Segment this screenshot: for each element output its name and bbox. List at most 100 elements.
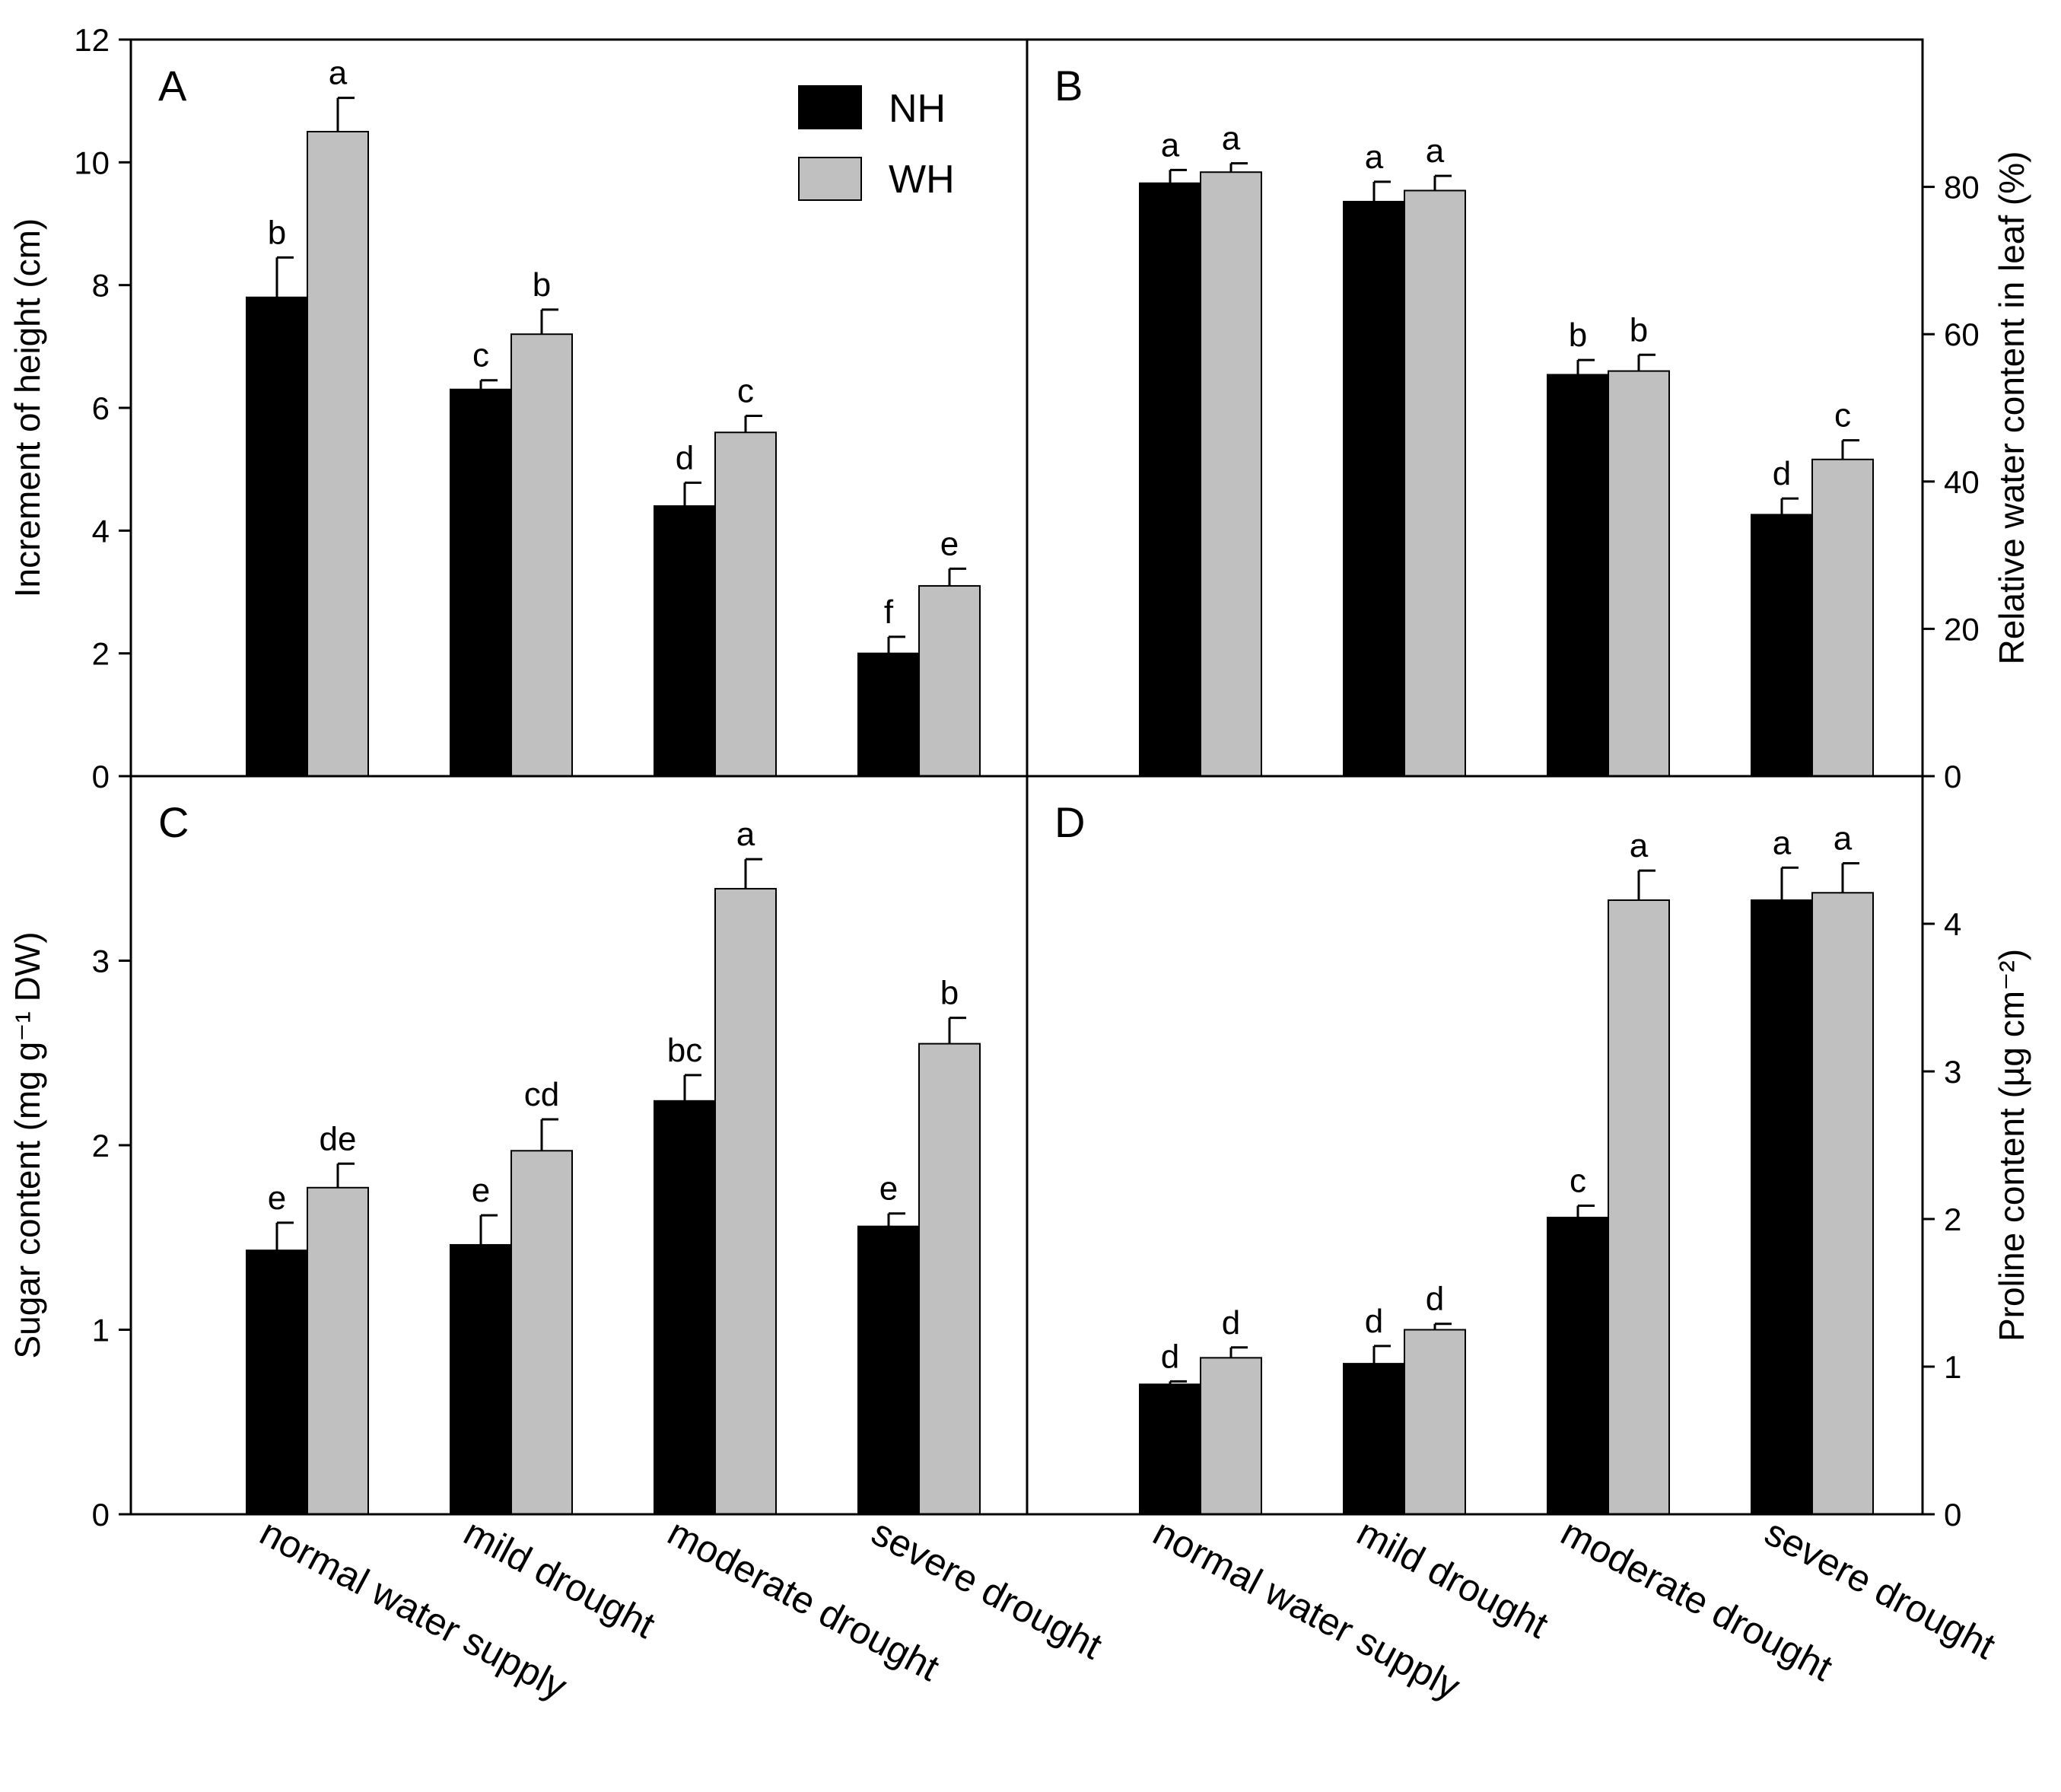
bar-a-wh-4	[918, 584, 981, 778]
bar-d-nh-3	[1547, 1217, 1609, 1516]
sig-label-c-nh-3: bc	[667, 1032, 702, 1069]
bar-b-wh-4	[1811, 458, 1874, 777]
bar-c-nh-1	[246, 1249, 308, 1515]
y-tick-label-a-3: 6	[92, 390, 110, 426]
bar-d-wh-3	[1608, 899, 1670, 1515]
y-tick-label-d-0: 0	[1944, 1497, 1961, 1533]
bar-c-wh-2	[510, 1150, 573, 1516]
legend-label-nh: NH	[889, 87, 946, 131]
bar-c-wh-3	[714, 887, 777, 1516]
panel-label-d: D	[1054, 798, 1085, 846]
sig-label-b-nh-4: d	[1773, 455, 1791, 492]
sig-label-c-wh-3: a	[736, 816, 755, 853]
bar-a-wh-1	[307, 131, 369, 777]
sig-label-c-wh-4: b	[940, 975, 959, 1012]
y-tick-label-a-4: 8	[92, 268, 110, 304]
sig-label-d-wh-1: d	[1222, 1304, 1240, 1342]
y-tick-label-c-3: 3	[92, 944, 110, 979]
panel-label-a: A	[158, 62, 187, 110]
bar-d-wh-1	[1200, 1357, 1262, 1515]
bar-a-wh-2	[510, 333, 573, 777]
sig-label-d-nh-1: d	[1161, 1338, 1179, 1375]
bar-b-wh-3	[1608, 370, 1670, 778]
y-tick-label-a-0: 0	[92, 759, 110, 794]
sig-label-b-wh-3: b	[1630, 311, 1648, 349]
sig-label-d-wh-3: a	[1630, 827, 1649, 864]
y-tick-label-c-1: 1	[92, 1313, 110, 1348]
y-tick-label-a-1: 2	[92, 636, 110, 672]
legend-label-wh: WH	[889, 158, 955, 202]
sig-label-a-wh-3: c	[737, 372, 754, 409]
y-tick-label-b-3: 60	[1944, 317, 1980, 352]
bar-b-wh-1	[1200, 171, 1262, 778]
y-axis-title-d: Proline content (µg cm⁻²)	[1992, 949, 2031, 1342]
sig-label-a-nh-4: f	[884, 594, 894, 631]
sig-label-d-wh-4: a	[1834, 820, 1853, 857]
sig-label-c-wh-2: cd	[524, 1076, 559, 1113]
y-tick-label-d-1: 1	[1944, 1349, 1961, 1385]
panel-frames	[129, 38, 1924, 1516]
bar-a-wh-3	[714, 431, 777, 777]
y-tick-label-b-0: 0	[1944, 759, 1961, 794]
bar-c-wh-4	[918, 1042, 981, 1515]
panel-label-c: C	[158, 798, 189, 846]
y-axis-title-c: Sugar content (mg g⁻¹ DW)	[8, 931, 47, 1358]
sig-label-a-nh-2: c	[472, 337, 489, 374]
bar-c-nh-4	[857, 1225, 920, 1515]
sig-label-c-nh-4: e	[879, 1170, 898, 1208]
y-tick-label-b-4: 80	[1944, 170, 1980, 205]
sig-label-a-wh-4: e	[940, 525, 959, 562]
legend: NH WH	[798, 85, 955, 202]
y-tick-label-a-5: 10	[74, 145, 110, 180]
sig-label-b-nh-2: a	[1365, 138, 1384, 176]
sig-label-c-nh-1: e	[268, 1179, 286, 1217]
y-tick-label-a-6: 12	[74, 22, 110, 58]
bar-d-nh-1	[1139, 1383, 1201, 1516]
y-axis-title-a: Increment of height (cm)	[8, 218, 47, 598]
y-tick-label-b-2: 40	[1944, 464, 1980, 500]
legend-swatch-nh	[798, 85, 862, 129]
y-tick-label-d-3: 3	[1944, 1054, 1961, 1090]
bar-a-nh-3	[654, 505, 716, 777]
bar-c-nh-2	[450, 1243, 512, 1515]
sig-label-d-nh-4: a	[1773, 824, 1792, 861]
sig-label-a-nh-1: b	[268, 214, 286, 251]
bar-d-wh-4	[1811, 892, 1874, 1515]
bar-b-nh-1	[1139, 182, 1201, 777]
sig-label-a-wh-1: a	[329, 55, 348, 92]
legend-swatch-wh	[798, 157, 862, 201]
y-tick-label-d-4: 4	[1944, 906, 1961, 942]
sig-label-b-wh-1: a	[1222, 120, 1241, 158]
bar-c-nh-3	[654, 1100, 716, 1516]
sig-label-a-wh-2: b	[533, 266, 551, 304]
sig-label-b-wh-4: c	[1834, 397, 1851, 434]
bar-b-nh-3	[1547, 374, 1609, 777]
bar-b-wh-2	[1404, 189, 1466, 777]
y-tick-label-a-2: 4	[92, 513, 110, 549]
panel-label-b: B	[1054, 62, 1083, 110]
sig-label-b-nh-1: a	[1161, 126, 1180, 164]
sig-label-d-wh-2: d	[1426, 1281, 1444, 1318]
sig-label-b-nh-3: b	[1569, 317, 1587, 354]
y-tick-label-c-2: 2	[92, 1128, 110, 1163]
sig-label-c-wh-1: de	[320, 1120, 357, 1157]
y-axis-title-b: Relative water content in leaf (%)	[1992, 151, 2031, 665]
sig-label-a-nh-3: d	[676, 439, 694, 476]
y-tick-label-b-1: 20	[1944, 611, 1980, 647]
sig-label-d-nh-3: c	[1570, 1163, 1586, 1200]
y-tick-label-d-2: 2	[1944, 1202, 1961, 1237]
bar-d-wh-2	[1404, 1329, 1466, 1515]
bar-a-nh-1	[246, 296, 308, 777]
sig-label-d-nh-2: d	[1365, 1303, 1383, 1340]
sig-label-b-wh-2: a	[1426, 132, 1445, 170]
sig-label-c-nh-2: e	[472, 1172, 490, 1209]
bar-c-wh-1	[307, 1186, 369, 1516]
y-tick-label-c-0: 0	[92, 1497, 110, 1533]
bar-a-nh-4	[857, 652, 920, 778]
bar-b-nh-4	[1751, 514, 1813, 777]
bar-a-nh-2	[450, 388, 512, 777]
bar-d-nh-4	[1751, 899, 1813, 1515]
bar-b-nh-2	[1343, 200, 1405, 777]
